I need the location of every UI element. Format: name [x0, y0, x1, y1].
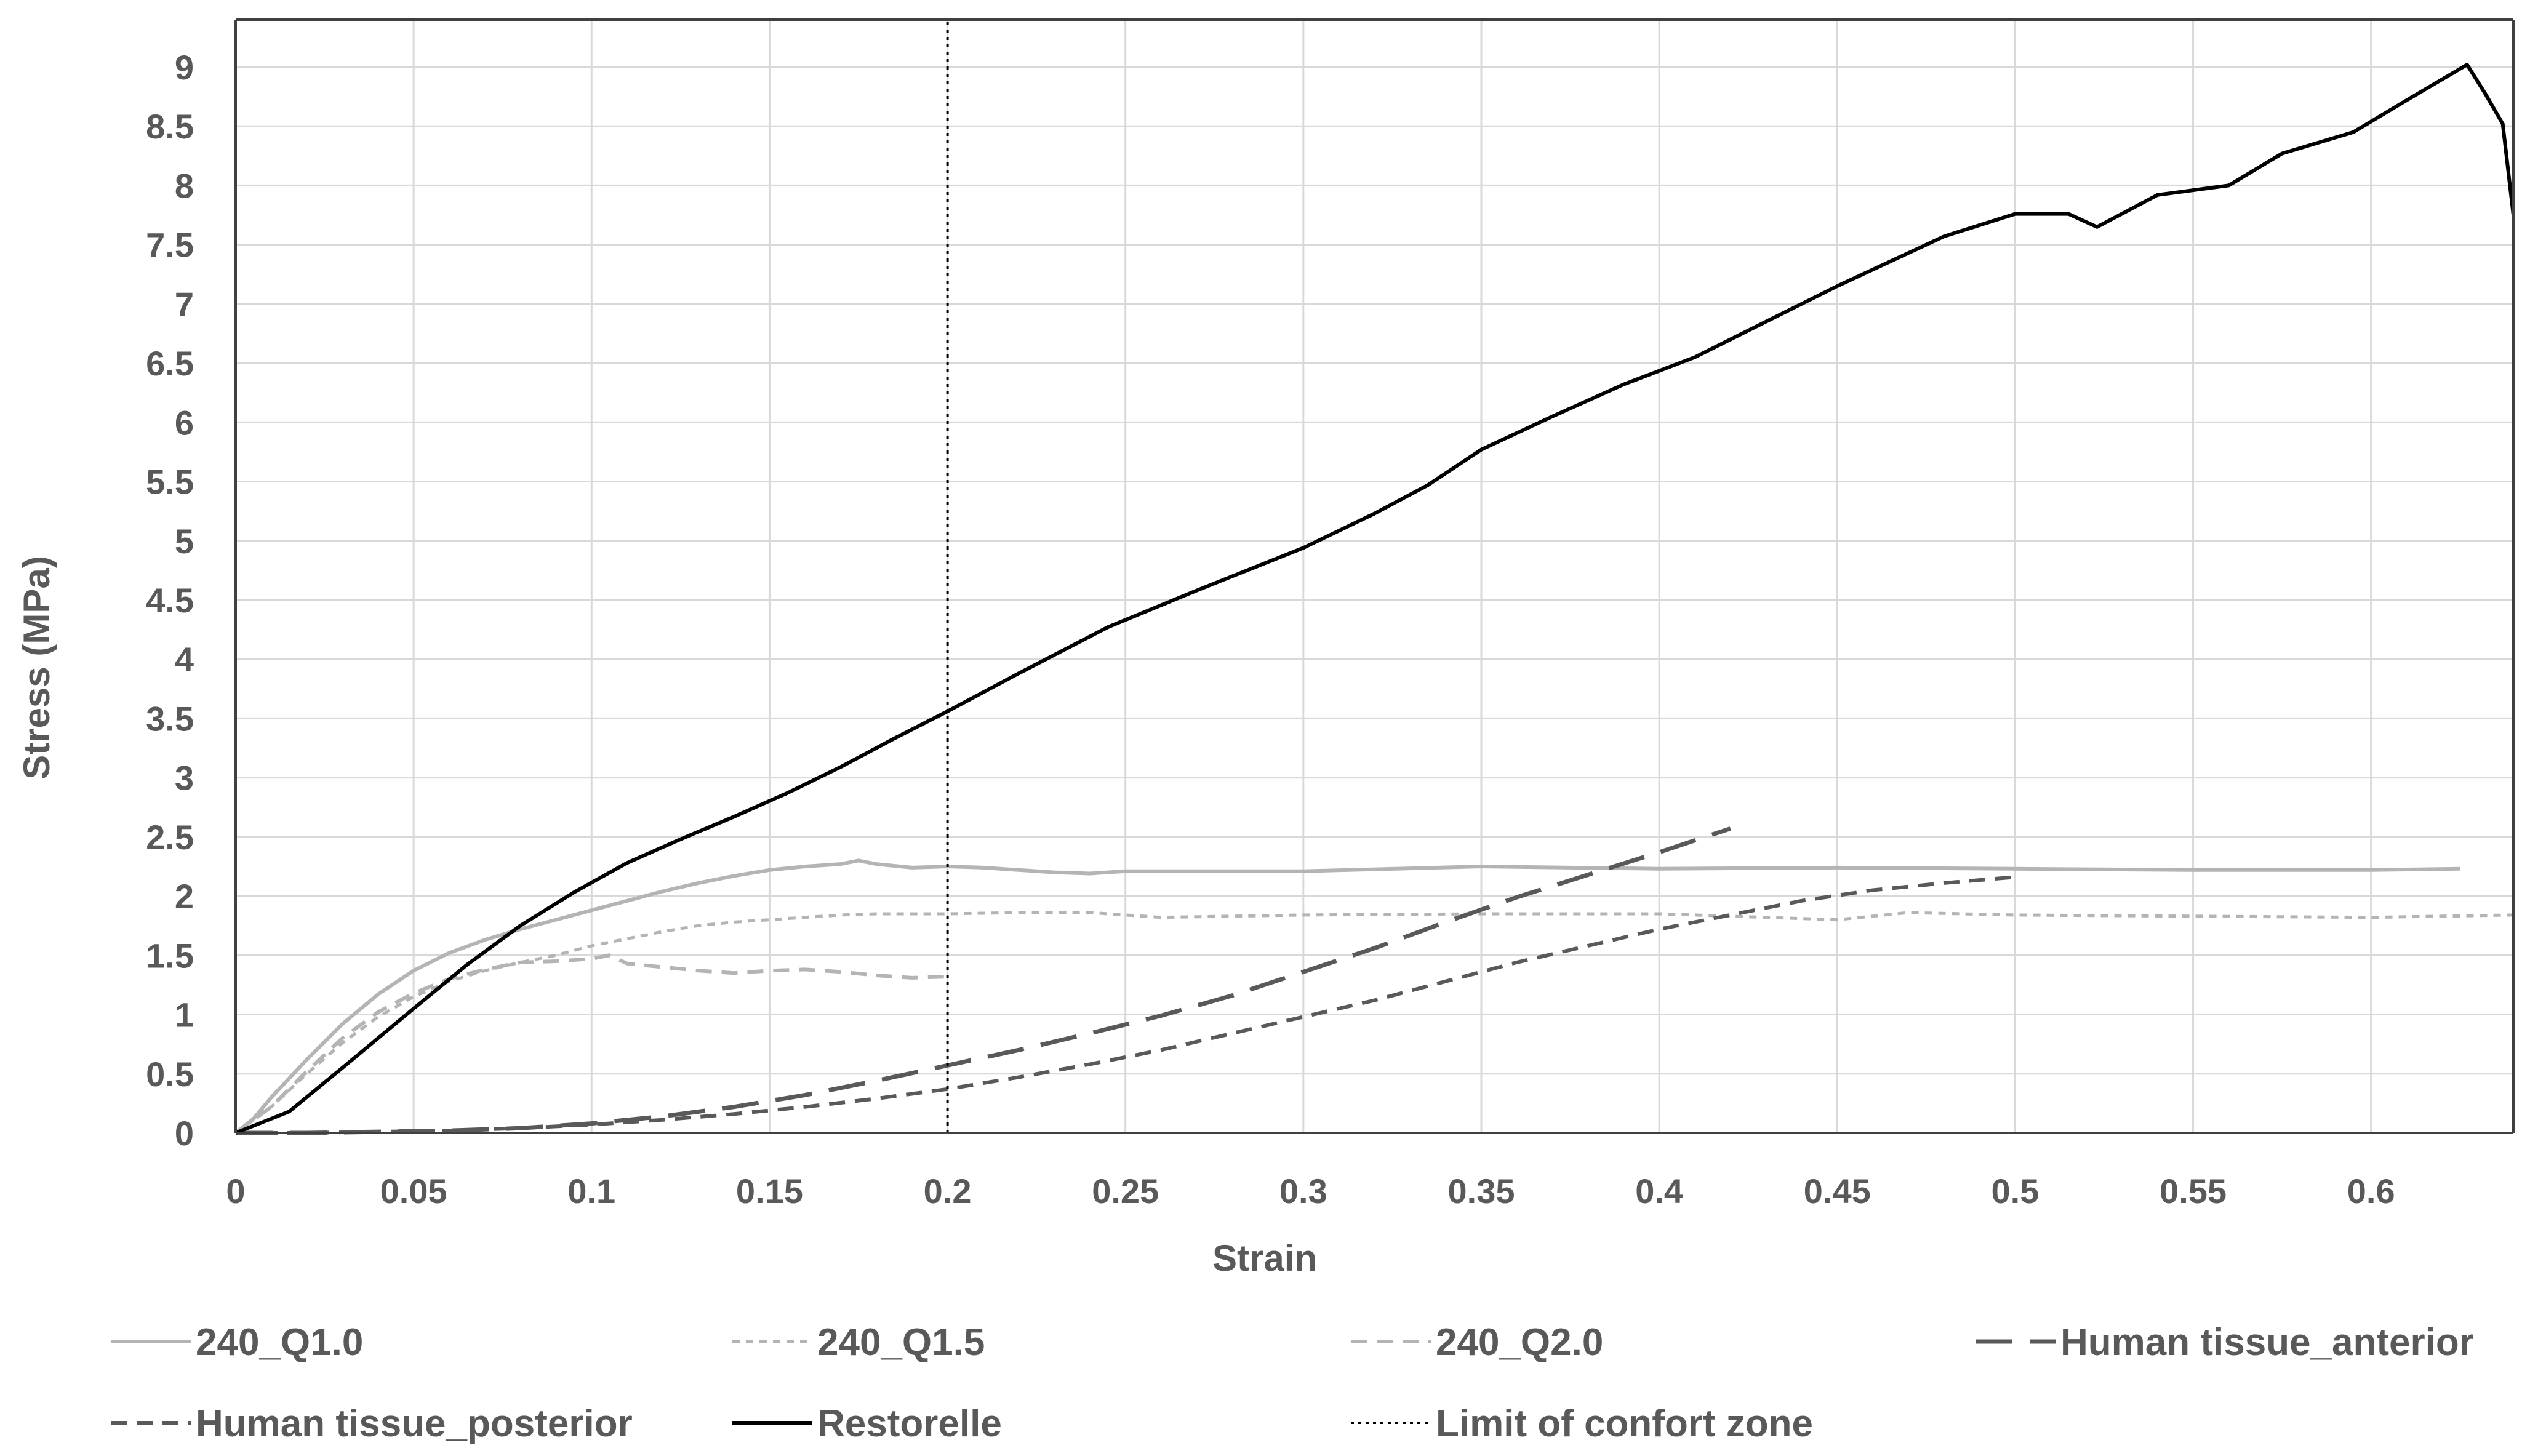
- y-tick-label: 5.5: [146, 463, 194, 502]
- y-tick-labels: 0 0.5 1 1.5 2 2.5 3 3.5 4 4.5 5 5.5 6 6.5 7 7.5 8 8.5 9: [146, 48, 194, 1153]
- x-tick-labels: 0 0.05 0.1 0.15 0.2 0.25 0.3 0.35 0.4 0.45 0.5 0.55…: [226, 1172, 2395, 1210]
- grid-lines: [234, 20, 2513, 1134]
- x-axis-title: Strain: [1212, 1238, 1317, 1279]
- y-tick-label: 1.5: [146, 936, 194, 975]
- legend-label-240-q1-5: 240_Q1.5: [817, 1321, 985, 1364]
- series-line-human-tissue-posterior: [236, 875, 2016, 1135]
- y-tick-label: 3.5: [146, 699, 194, 738]
- legend: 240_Q1.0 240_Q1.5 240_Q2.0 Human tissue_ant…: [111, 1321, 2474, 1445]
- x-tick-label: 0.6: [2347, 1172, 2395, 1210]
- series-line-240-q1-0: [234, 858, 2460, 1135]
- y-tick-label: 3: [175, 759, 194, 798]
- series-line-human-tissue-anterior: [236, 826, 1731, 1135]
- axes: [234, 18, 2515, 1134]
- y-tick-label: 7.5: [146, 226, 194, 265]
- x-tick-label: 0: [226, 1172, 245, 1210]
- x-tick-label: 0.55: [2160, 1172, 2227, 1210]
- legend-label-human-tissue-anterior: Human tissue_anterior: [2060, 1321, 2474, 1364]
- legend-label-240-q2-0: 240_Q2.0: [1436, 1321, 1603, 1364]
- x-tick-label: 0.05: [380, 1172, 447, 1210]
- y-tick-label: 4: [175, 640, 194, 679]
- x-tick-label: 0.2: [924, 1172, 972, 1210]
- y-tick-label: 0.5: [146, 1055, 194, 1094]
- x-tick-label: 0.25: [1092, 1172, 1159, 1210]
- x-tick-label: 0.3: [1279, 1172, 1327, 1210]
- y-tick-label: 9: [175, 48, 194, 87]
- x-tick-label: 0.4: [1635, 1172, 1683, 1210]
- x-tick-label: 0.15: [736, 1172, 803, 1210]
- x-tick-label: 0.1: [567, 1172, 615, 1210]
- y-tick-label: 8.5: [146, 107, 194, 146]
- series-line-restorelle: [234, 63, 2515, 1135]
- y-tick-label: 2.5: [146, 818, 194, 857]
- legend-label-limit-of-confort-zone: Limit of confort zone: [1436, 1402, 1813, 1445]
- y-tick-label: 2: [175, 877, 194, 916]
- y-tick-label: 6: [175, 403, 194, 442]
- x-tick-label: 0.45: [1804, 1172, 1871, 1210]
- y-tick-label: 1: [175, 996, 194, 1034]
- y-tick-label: 6.5: [146, 344, 194, 383]
- series-line-240-q2-0: [234, 953, 948, 1135]
- y-tick-label: 8: [175, 166, 194, 205]
- series-lines: [234, 20, 2515, 1135]
- legend-label-restorelle: Restorelle: [817, 1402, 1002, 1445]
- x-tick-label: 0.5: [1991, 1172, 2039, 1210]
- y-tick-label: 5: [175, 522, 194, 561]
- y-axis-title: Stress (MPa): [16, 556, 57, 779]
- y-tick-label: 4.5: [146, 581, 194, 620]
- x-tick-label: 0.35: [1447, 1172, 1515, 1210]
- y-tick-label: 0: [175, 1114, 194, 1153]
- series-line-240-q1-5: [234, 911, 2514, 1135]
- legend-label-human-tissue-posterior: Human tissue_posterior: [196, 1402, 633, 1445]
- legend-label-240-q1-0: 240_Q1.0: [196, 1321, 363, 1364]
- y-tick-label: 7: [175, 285, 194, 324]
